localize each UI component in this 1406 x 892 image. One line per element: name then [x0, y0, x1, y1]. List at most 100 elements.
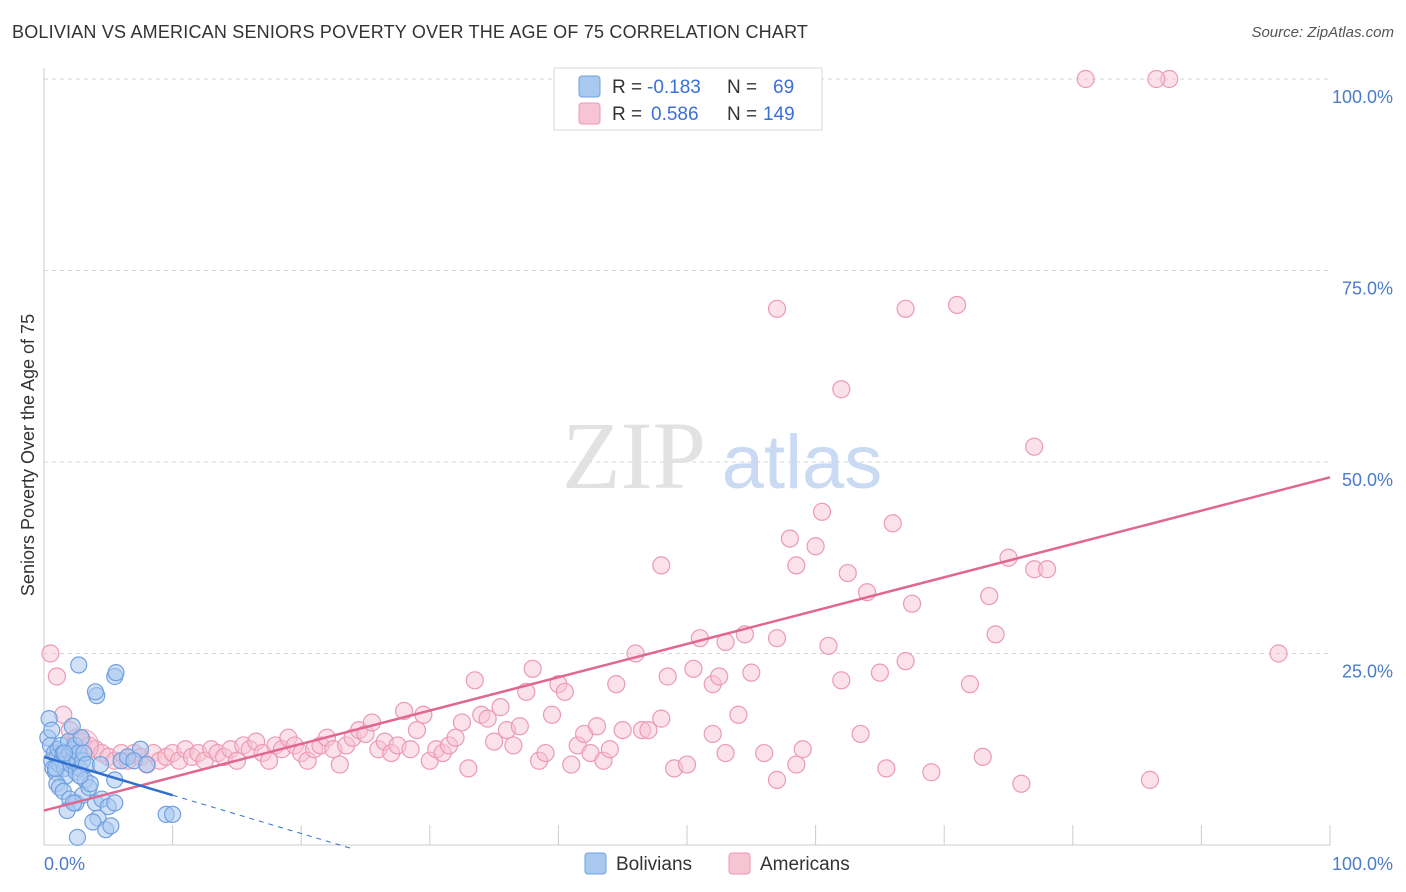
- americans-point-112: [819, 636, 838, 655]
- legend-n-label-americans: N =: [727, 104, 757, 125]
- bolivians-point-45: [102, 817, 120, 835]
- americans-point-144: [716, 743, 735, 763]
- bolivians-legend-label: Bolivians: [616, 854, 692, 875]
- tick-labels: 25.0% 50.0% 75.0% 100.0% 0.0% 100.0%: [44, 87, 1393, 874]
- americans-point-100: [710, 667, 729, 686]
- bolivians-point-46: [68, 828, 87, 846]
- bolivians-point-50: [91, 755, 110, 774]
- bolivians-point-56: [138, 755, 156, 774]
- americans-point-88: [607, 675, 626, 694]
- americans-point-114: [838, 563, 857, 583]
- americans-point-104: [742, 663, 761, 682]
- legend-r-label-bolivians: R =: [612, 77, 642, 98]
- americans-point-123: [960, 675, 980, 694]
- americans-point-113: [832, 671, 851, 690]
- americans-point-0: [41, 644, 60, 663]
- americans-point-131: [1269, 644, 1288, 663]
- americans-point-128: [1012, 774, 1031, 793]
- x-tick-label-0: 0.0%: [44, 854, 85, 874]
- watermark-zip: ZIP: [562, 402, 706, 509]
- americans-point-75: [523, 659, 542, 678]
- americans-point-143: [787, 755, 806, 774]
- americans-point-136: [947, 295, 967, 315]
- bolivians-swatch: [578, 75, 601, 98]
- bolivians-point-31: [43, 721, 61, 739]
- americans-point-72: [504, 736, 523, 755]
- americans-point-145: [703, 724, 722, 744]
- americans-point-108: [787, 556, 806, 575]
- americans-point-139: [1147, 69, 1166, 89]
- americans-point-78: [542, 705, 562, 724]
- americans-point-142: [767, 770, 787, 789]
- americans-point-105: [755, 743, 774, 763]
- americans-legend-swatch: [728, 852, 751, 875]
- americans-point-125: [980, 586, 999, 606]
- legend-r-label-americans: R =: [612, 104, 642, 125]
- x-tick-label-1: 100.0%: [1332, 854, 1393, 874]
- americans-point-92: [639, 720, 658, 740]
- americans-point-81: [562, 755, 581, 774]
- americans-point-56: [401, 740, 420, 759]
- americans-point-121: [902, 594, 922, 613]
- americans-point-73: [510, 717, 529, 736]
- americans-points: [41, 69, 1288, 793]
- americans-point-126: [986, 625, 1005, 644]
- bolivians-point-62: [107, 664, 125, 682]
- americans-point-140: [1076, 69, 1095, 89]
- americans-point-66: [465, 671, 484, 690]
- americans-point-57: [407, 720, 427, 740]
- y-tick-label-3: 100.0%: [1332, 87, 1393, 107]
- americans-point-80: [555, 682, 574, 701]
- americans-point-134: [832, 380, 851, 399]
- americans-point-45: [330, 755, 349, 774]
- americans-point-109: [793, 740, 812, 759]
- americans-point-94: [658, 667, 677, 686]
- legend-n-value-bolivians: 69: [773, 77, 794, 98]
- americans-point-110: [806, 537, 825, 556]
- americans-point-68: [478, 709, 497, 728]
- trend-lines: [43, 476, 1331, 850]
- americans-point-118: [877, 759, 896, 778]
- americans-point-124: [973, 747, 992, 767]
- bolivians-trend-line: [43, 755, 173, 797]
- bolivians-legend-swatch: [584, 852, 607, 875]
- legend-n-label-bolivians: N =: [727, 77, 757, 98]
- bolivians-point-43: [84, 813, 102, 831]
- americans-point-119: [883, 514, 902, 533]
- chart-source: Source: ZipAtlas.com: [1251, 24, 1394, 41]
- legend-r-value-americans: 0.586: [651, 104, 699, 125]
- americans-point-97: [684, 659, 703, 678]
- americans-point-93: [652, 709, 671, 728]
- bolivians-point-65: [63, 717, 81, 735]
- chart-title: BOLIVIAN VS AMERICAN SENIORS POVERTY OVE…: [12, 22, 809, 42]
- americans-point-65: [459, 759, 478, 778]
- americans-point-135: [896, 299, 915, 318]
- americans-point-115: [851, 724, 870, 744]
- americans-point-85: [587, 717, 607, 736]
- americans-point-87: [600, 740, 619, 759]
- americans-legend-label: Americans: [760, 854, 850, 875]
- y-tick-label-1: 50.0%: [1342, 470, 1393, 490]
- americans-point-132: [1140, 770, 1160, 789]
- americans-point-69: [485, 732, 504, 751]
- y-tick-label-0: 25.0%: [1342, 662, 1393, 682]
- americans-point-70: [491, 698, 510, 717]
- americans-point-107: [780, 529, 799, 548]
- americans-trend-line: [43, 476, 1331, 812]
- watermark: ZIP atlas: [562, 402, 882, 509]
- americans-point-133: [767, 299, 787, 318]
- americans-point-1: [47, 667, 66, 686]
- bolivians-point-66: [55, 744, 74, 762]
- americans-point-117: [870, 663, 890, 682]
- americans-point-96: [677, 755, 697, 774]
- legend-r-value-bolivians: -0.183: [647, 77, 701, 98]
- americans-point-120: [896, 652, 915, 671]
- bolivians-point-64: [164, 805, 182, 823]
- stats-legend: R = -0.183 N = 69 R = 0.586 N = 149: [553, 67, 823, 131]
- bolivians-points: [39, 656, 182, 846]
- watermark-atlas: atlas: [722, 420, 883, 505]
- y-axis-title: Seniors Poverty Over the Age of 75: [18, 314, 38, 596]
- bolivians-trend-extension: [172, 794, 353, 850]
- americans-point-102: [729, 705, 748, 724]
